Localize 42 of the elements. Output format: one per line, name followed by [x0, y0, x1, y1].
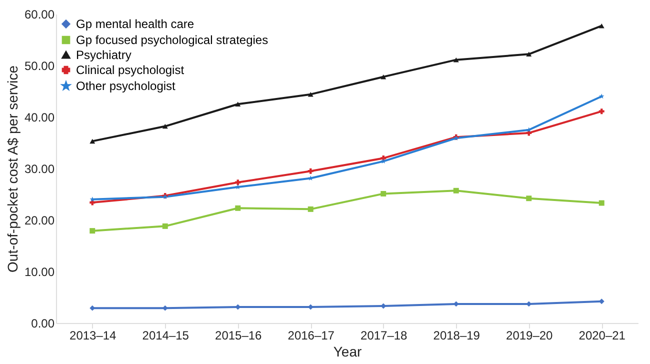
x-tick-label: 2016–17: [288, 328, 335, 342]
point: [235, 180, 241, 186]
point: [599, 94, 604, 99]
point: [526, 52, 532, 57]
point: [235, 205, 241, 211]
point: [162, 223, 168, 229]
point: [235, 102, 241, 106]
x-tick-label: 2015–16: [215, 328, 262, 342]
y-tick-label: 50.00: [24, 59, 55, 73]
point: [308, 92, 314, 97]
y-axis-title: Out-of-pocket cost A$ per service: [4, 65, 20, 272]
point: [598, 108, 604, 114]
legend-label: Psychiatry: [76, 48, 132, 62]
legend-label: Gp focused psychological strategies: [76, 33, 268, 47]
y-tick-label: 20.00: [24, 214, 55, 228]
point: [453, 57, 459, 62]
x-axis-title: Year: [333, 344, 362, 360]
point: [598, 200, 604, 206]
point: [598, 23, 604, 28]
x-tick-label: 2017–18: [360, 328, 408, 342]
x-tick-label: 2019–20: [506, 328, 554, 342]
x-tick-label: 2013–14: [70, 328, 117, 342]
point: [90, 138, 96, 144]
y-tick-label: 10.00: [24, 265, 55, 279]
x-tick-label: 2020–21: [578, 328, 626, 342]
legend-label: Gp mental health care: [76, 17, 194, 31]
y-tick-label: 60.00: [24, 8, 55, 22]
legend-label: Other psychologist: [76, 79, 176, 93]
point: [380, 190, 386, 196]
point: [90, 228, 96, 234]
point: [526, 196, 532, 202]
y-tick-label: 30.00: [24, 162, 55, 176]
y-tick-label: 0.00: [31, 316, 55, 330]
x-tick-label: 2018–19: [433, 328, 480, 342]
point: [380, 74, 386, 80]
legend-label: Clinical psychologist: [76, 63, 185, 77]
x-tick-label: 2014–15: [142, 328, 190, 342]
point: [308, 206, 314, 212]
point: [453, 188, 459, 194]
y-tick-label: 40.00: [24, 110, 55, 124]
point: [162, 124, 168, 129]
point: [308, 168, 314, 174]
